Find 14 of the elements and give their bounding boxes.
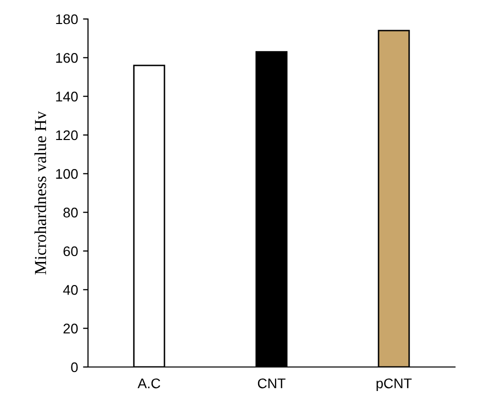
y-tick-label: 20 (64, 324, 78, 334)
x-tick-label: pCNT (376, 378, 412, 392)
y-tick-label: 180 (56, 14, 78, 24)
y-tick-label: 80 (63, 208, 78, 218)
y-tick-label: 120 (56, 130, 78, 140)
y-tick-label: 40 (63, 285, 78, 295)
y-tick-label: 60 (64, 246, 78, 256)
x-tick-label: CNT (258, 378, 286, 388)
y-tick-label: 140 (56, 92, 78, 102)
y-tick-label: 100 (56, 169, 78, 179)
y-tick-label: 160 (56, 53, 78, 63)
x-tick-label: A.C (138, 378, 160, 388)
y-axis-title: Microhardness value Hv (34, 111, 46, 274)
y-tick-label: 0 (71, 362, 78, 372)
